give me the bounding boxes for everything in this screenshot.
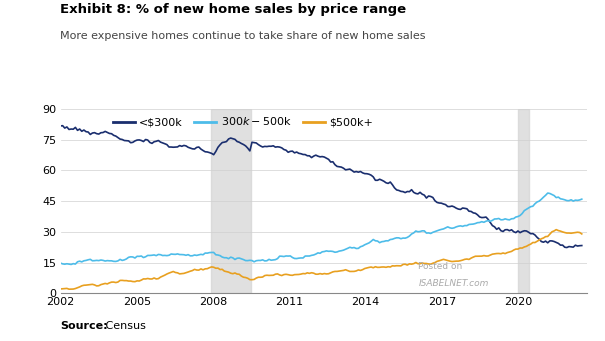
Bar [211,109,251,293]
Text: Source:: Source: [60,321,108,331]
Legend: <$300k, $300k - $500k, $500k+: <$300k, $300k - $500k, $500k+ [108,111,378,132]
Text: More expensive homes continue to take share of new home sales: More expensive homes continue to take sh… [60,31,426,41]
Text: Posted on: Posted on [419,262,463,271]
Text: Census: Census [102,321,146,331]
Text: ISABELNET.com: ISABELNET.com [419,279,489,288]
Text: Exhibit 8: % of new home sales by price range: Exhibit 8: % of new home sales by price … [60,3,407,16]
Bar [518,109,529,293]
